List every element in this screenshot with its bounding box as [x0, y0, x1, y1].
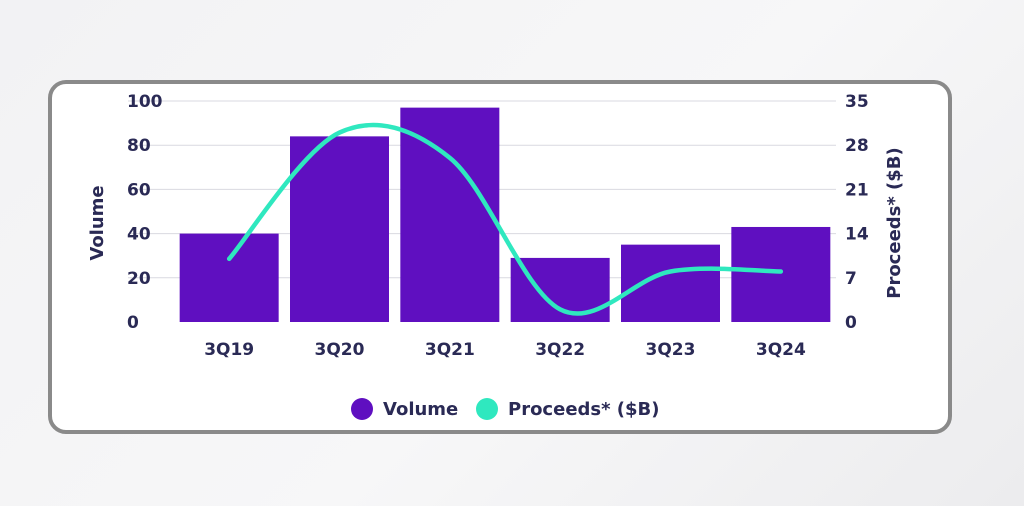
x-tick-label: 3Q23	[646, 340, 696, 360]
x-tick-label: 3Q21	[425, 340, 475, 360]
volume-bar-3q23	[621, 244, 720, 322]
legend-proceeds-marker	[476, 398, 498, 420]
y2-tick-label: 14	[845, 225, 869, 245]
y2-tick-label: 28	[845, 136, 869, 156]
x-tick-label: 3Q19	[204, 340, 254, 360]
proceeds-line	[226, 122, 784, 316]
y-tick-label: 0	[127, 313, 139, 333]
volume-bar-3q21	[400, 107, 500, 322]
x-tick-label: 3Q22	[535, 340, 585, 360]
y2-tick-label: 35	[845, 92, 869, 112]
x-tick-label: 3Q24	[756, 340, 806, 360]
volume-bar-3q20	[290, 136, 389, 322]
legend-volume-marker	[351, 398, 373, 420]
legend-proceeds-label: Proceeds* ($B)	[508, 399, 660, 420]
y-tick-label: 60	[127, 180, 151, 200]
proceeds-line-layer	[226, 122, 784, 316]
y2-tick-label: 7	[845, 269, 857, 289]
tick-labels: 0 20 40 60 80 100 0 7 14 21 28 35 3Q19 3Q20 3Q21 3Q22 3Q…	[127, 92, 869, 360]
volume-bar-3q19	[179, 233, 279, 322]
y-tick-label: 20	[127, 269, 151, 289]
y-tick-label: 40	[127, 225, 151, 245]
volume-bar-3q24	[731, 226, 831, 322]
legend: Volume Proceeds* ($B)	[351, 398, 660, 420]
y2-axis-title: Proceeds* ($B)	[884, 147, 905, 299]
y2-tick-label: 21	[845, 180, 869, 200]
volume-bars	[179, 107, 831, 322]
y2-tick-label: 0	[845, 313, 857, 333]
y-tick-label: 80	[127, 136, 151, 156]
x-tick-label: 3Q20	[315, 340, 365, 360]
y-tick-label: 100	[127, 92, 163, 112]
legend-volume-label: Volume	[383, 399, 458, 420]
y-axis-title: Volume	[87, 185, 108, 260]
